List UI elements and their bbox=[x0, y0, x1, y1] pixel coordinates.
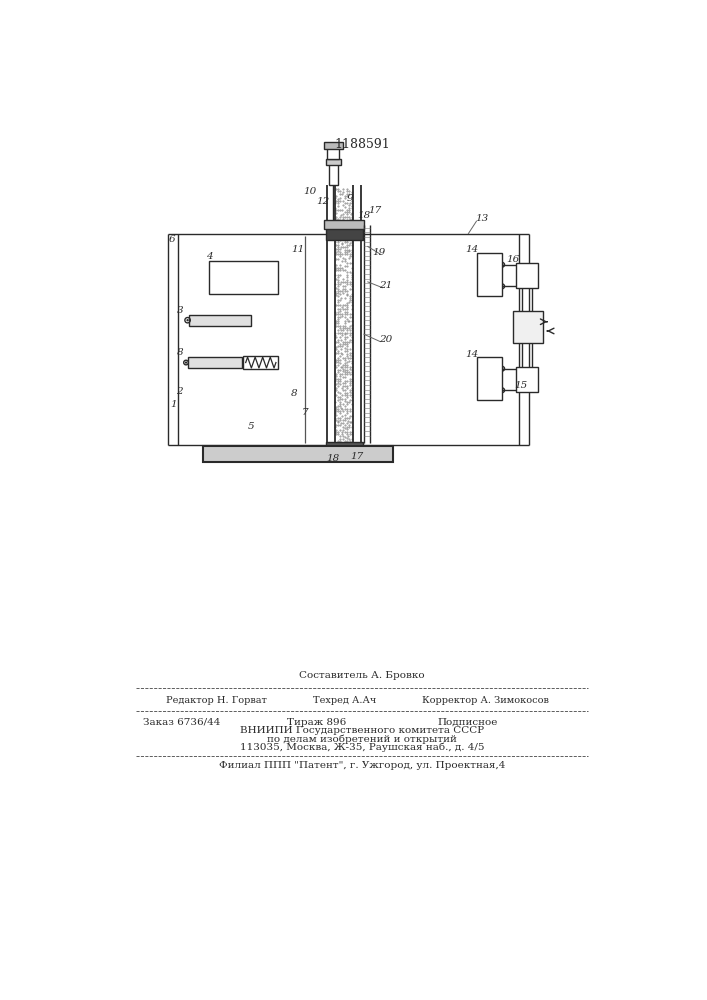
Bar bbox=[516, 367, 538, 392]
Text: 19: 19 bbox=[373, 248, 385, 257]
Text: 8: 8 bbox=[177, 348, 183, 357]
Text: 113035, Москва, Ж-35, Раушская наб., д. 4/5: 113035, Москва, Ж-35, Раушская наб., д. … bbox=[240, 743, 484, 752]
Text: 11: 11 bbox=[292, 245, 305, 254]
Bar bbox=[477, 357, 502, 400]
Bar bbox=[324, 142, 343, 149]
Circle shape bbox=[501, 264, 503, 266]
Text: 8: 8 bbox=[291, 389, 297, 398]
Bar bbox=[325, 158, 341, 165]
Text: 18: 18 bbox=[327, 454, 340, 463]
Text: Составитель А. Бровко: Составитель А. Бровко bbox=[299, 671, 425, 680]
Text: 4: 4 bbox=[206, 252, 213, 261]
Circle shape bbox=[187, 319, 189, 321]
Text: Подписное: Подписное bbox=[437, 718, 498, 727]
Text: 20: 20 bbox=[378, 335, 392, 344]
Text: 18: 18 bbox=[357, 211, 370, 220]
Bar bbox=[329, 163, 338, 185]
Text: Заказ 6736/44: Заказ 6736/44 bbox=[143, 718, 220, 727]
Circle shape bbox=[501, 368, 503, 370]
Text: по делам изобретений и открытий: по делам изобретений и открытий bbox=[267, 734, 457, 744]
Text: ВНИИПИ Государственного комитета СССР: ВНИИПИ Государственного комитета СССР bbox=[240, 726, 484, 735]
Bar bbox=[189, 315, 251, 326]
Bar bbox=[325, 228, 363, 240]
Text: Корректор А. Зимокосов: Корректор А. Зимокосов bbox=[421, 696, 549, 705]
Text: 10: 10 bbox=[303, 187, 317, 196]
Text: 1188591: 1188591 bbox=[334, 138, 390, 151]
Circle shape bbox=[185, 361, 187, 364]
Text: 2: 2 bbox=[177, 387, 183, 396]
Bar bbox=[209, 261, 279, 294]
Bar bbox=[325, 442, 363, 456]
Text: Техред А.Ач: Техред А.Ач bbox=[313, 696, 376, 705]
Bar bbox=[243, 356, 279, 369]
Bar bbox=[513, 311, 542, 343]
Text: 7: 7 bbox=[302, 408, 309, 417]
Text: 16: 16 bbox=[506, 255, 520, 264]
Circle shape bbox=[501, 389, 503, 391]
Text: Редактор Н. Горват: Редактор Н. Горват bbox=[166, 696, 267, 705]
Text: 12: 12 bbox=[316, 197, 329, 206]
Text: 6: 6 bbox=[169, 235, 175, 244]
Text: Филиал ППП "Патент", г. Ужгород, ул. Проектная,4: Филиал ППП "Патент", г. Ужгород, ул. Про… bbox=[218, 761, 505, 770]
Text: Тираж 896: Тираж 896 bbox=[287, 718, 346, 727]
Bar bbox=[327, 450, 361, 460]
Text: 13: 13 bbox=[475, 214, 489, 223]
Bar bbox=[187, 357, 242, 368]
Text: 21: 21 bbox=[378, 281, 392, 290]
Text: 9: 9 bbox=[347, 194, 354, 203]
Text: 3: 3 bbox=[177, 306, 183, 315]
Text: 14: 14 bbox=[465, 245, 479, 254]
Text: 15: 15 bbox=[514, 381, 527, 390]
Bar bbox=[203, 446, 393, 462]
Bar bbox=[327, 148, 339, 158]
Text: 14: 14 bbox=[465, 350, 479, 359]
Bar bbox=[324, 220, 364, 229]
Text: 5: 5 bbox=[248, 422, 255, 431]
Text: 17: 17 bbox=[350, 452, 363, 461]
Text: 17: 17 bbox=[368, 206, 382, 215]
Bar bbox=[516, 263, 538, 288]
Circle shape bbox=[501, 285, 503, 287]
Text: 1: 1 bbox=[170, 400, 177, 409]
Bar bbox=[477, 253, 502, 296]
